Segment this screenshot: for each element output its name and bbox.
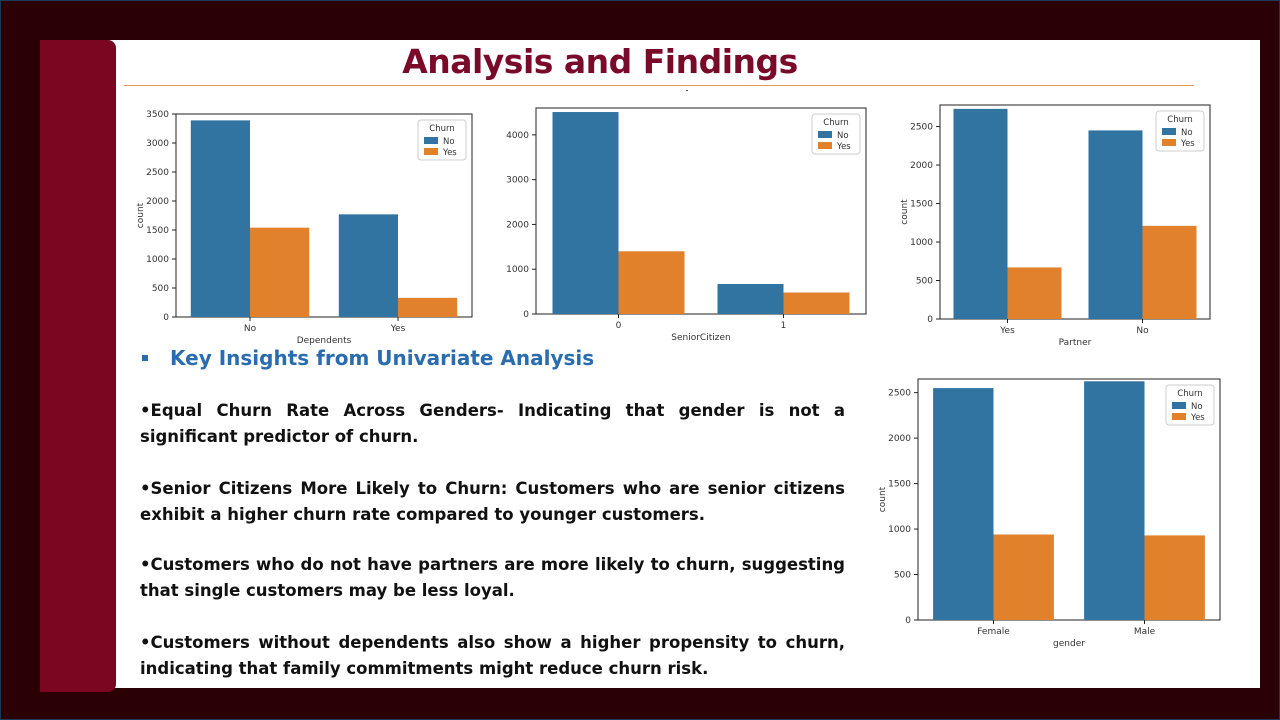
insight-senior-citizen: •Senior Citizens More Likely to Churn: C… — [140, 479, 845, 524]
y-tick-label: 500 — [152, 284, 169, 294]
bar-yes-churn-yes — [1007, 267, 1062, 319]
bar-yes-churn-yes — [398, 297, 458, 317]
title-underline — [124, 85, 1194, 86]
legend-swatch-yes — [424, 148, 438, 155]
x-tick-label: No — [244, 324, 257, 334]
y-tick-label: 2500 — [888, 389, 911, 399]
y-tick-label: 2500 — [146, 168, 169, 178]
legend-label-no: No — [443, 137, 455, 147]
seniorcitizen-churn-chart: 0 1000 2000 3000 4000 0 1 SeniorCitizen Churn No Y… — [492, 105, 872, 343]
bar-male-churn-no — [1084, 381, 1145, 620]
y-tick-label: 0 — [927, 315, 933, 325]
bar-0-churn-no — [552, 112, 619, 315]
y-tick-label: 3500 — [146, 110, 169, 120]
x-tick-label: Yes — [999, 326, 1015, 336]
legend-swatch-no — [1172, 402, 1186, 409]
bar-female-churn-yes — [993, 534, 1054, 620]
title-tick-mark — [686, 90, 688, 91]
bar-1-churn-yes — [783, 292, 850, 314]
legend-swatch-yes — [818, 142, 832, 149]
insights-heading: Key Insights from Univariate Analysis — [142, 346, 594, 370]
legend-swatch-yes — [1162, 139, 1176, 146]
x-tick-label: 1 — [781, 321, 787, 331]
x-tick-label: No — [1136, 326, 1149, 336]
x-axis-label: Partner — [1059, 338, 1092, 348]
x-tick-label: 0 — [616, 321, 622, 331]
chart-svg: 0 1000 2000 3000 4000 0 1 SeniorCitizen Churn NoY… — [506, 107, 867, 343]
bar-1-churn-no — [717, 283, 784, 314]
x-axis-label: Dependents — [297, 336, 352, 346]
x-tick-label: Yes — [390, 324, 406, 334]
insight-dependents: •Customers without dependents also show … — [140, 633, 845, 678]
legend-swatch-no — [818, 131, 832, 138]
y-tick-label: 1000 — [888, 525, 911, 535]
bar-0-churn-yes — [618, 251, 685, 314]
x-tick-label: Female — [977, 627, 1010, 637]
dependents-churn-chart: 0 500 1000 1500 2000 2500 3000 3500 No Yes Depende… — [130, 110, 480, 346]
left-accent-band — [40, 40, 116, 692]
bar-female-churn-no — [933, 388, 994, 620]
y-tick-label: 0 — [905, 616, 911, 626]
y-tick-label: 4000 — [506, 131, 529, 141]
square-bullet-icon — [142, 355, 148, 361]
y-tick-label: 1500 — [910, 200, 933, 210]
y-tick-label: 2000 — [888, 434, 911, 444]
legend-label-yes: Yes — [442, 148, 457, 158]
slide-title: Analysis and Findings — [402, 42, 798, 81]
legend-label-no: No — [837, 131, 849, 141]
y-axis-label: count — [136, 202, 146, 228]
legend-swatch-yes — [1172, 413, 1186, 420]
legend-label-no: No — [1191, 402, 1203, 412]
insights-heading-text: Key Insights from Univariate Analysis — [170, 346, 595, 370]
bar-male-churn-yes — [1144, 535, 1205, 620]
legend-title: Churn — [1167, 115, 1192, 125]
x-axis-label: SeniorCitizen — [671, 333, 730, 343]
y-tick-label: 3000 — [146, 139, 169, 149]
chart-svg: 0 500 1000 1500 2000 2500 Female Male gender coun… — [878, 378, 1221, 649]
x-axis-label: gender — [1053, 639, 1085, 649]
y-tick-label: 2000 — [506, 220, 529, 230]
y-tick-label: 500 — [916, 277, 933, 287]
y-tick-label: 1000 — [146, 255, 169, 265]
legend-label-yes: Yes — [1180, 139, 1195, 149]
legend-label-yes: Yes — [1190, 413, 1205, 423]
legend-title: Churn — [823, 118, 848, 128]
y-tick-label: 1000 — [910, 238, 933, 248]
y-tick-label: 0 — [163, 313, 169, 323]
legend-label-no: No — [1181, 128, 1193, 138]
x-tick-label: Male — [1134, 627, 1156, 637]
bar-yes-churn-no — [953, 108, 1008, 319]
y-tick-label: 1500 — [888, 480, 911, 490]
y-tick-label: 1000 — [506, 265, 529, 275]
y-tick-label: 500 — [894, 571, 911, 581]
y-axis-label: count — [900, 199, 910, 225]
bar-no-churn-yes — [250, 227, 310, 317]
partner-churn-chart: 0 500 1000 1500 2000 2500 Yes No Partner count Chu… — [885, 102, 1225, 348]
bar-no-churn-no — [190, 120, 250, 317]
bar-no-churn-no — [1088, 130, 1143, 319]
y-tick-label: 2000 — [910, 161, 933, 171]
y-tick-label: 3000 — [506, 176, 529, 186]
bar-no-churn-yes — [1142, 225, 1197, 319]
y-tick-label: 2500 — [910, 123, 933, 133]
legend-swatch-no — [424, 137, 438, 144]
legend-label-yes: Yes — [836, 142, 851, 152]
y-tick-label: 0 — [523, 310, 529, 320]
legend-swatch-no — [1162, 128, 1176, 135]
gender-churn-chart: 0 500 1000 1500 2000 2500 Female Male gender coun… — [868, 376, 1228, 654]
y-axis-label: count — [878, 486, 888, 512]
y-tick-label: 1500 — [146, 226, 169, 236]
legend-title: Churn — [1177, 389, 1202, 399]
legend-title: Churn — [429, 124, 454, 134]
y-tick-label: 2000 — [146, 197, 169, 207]
insight-partner: •Customers who do not have partners are … — [140, 555, 845, 600]
insight-gender: •Equal Churn Rate Across Genders- Indica… — [140, 401, 845, 446]
bar-yes-churn-no — [338, 214, 398, 317]
